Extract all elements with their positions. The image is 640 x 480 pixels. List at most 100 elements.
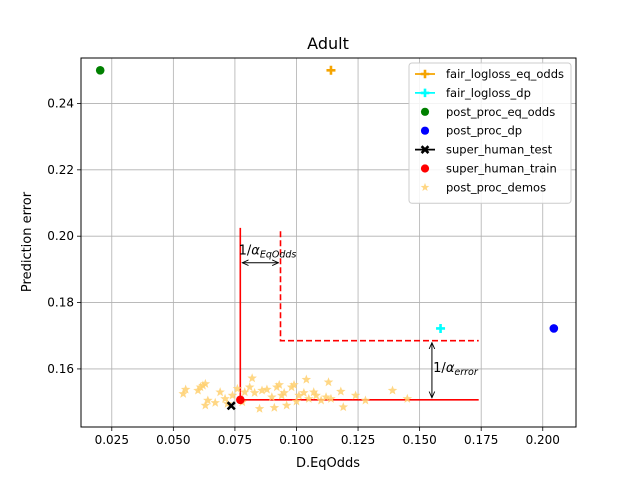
legend-box (408, 62, 572, 204)
legend-label: fair_logloss_eq_odds (446, 67, 564, 81)
data-point-post-proc-demos (178, 388, 188, 398)
chart-title: Adult (307, 34, 349, 53)
x-tick-label: 0.025 (95, 433, 129, 447)
data-point-post-proc-demos (210, 397, 220, 407)
legend-marker (420, 107, 430, 116)
data-point-fair-logloss-dp (436, 323, 446, 333)
legend-marker (420, 126, 430, 135)
data-point-post-proc-eq-odds (95, 65, 105, 75)
legend-item: super_human_train (420, 162, 557, 176)
legend-marker (420, 88, 430, 98)
legend-label: post_proc_dp (446, 124, 522, 138)
x-tick-label: 0.100 (279, 433, 313, 447)
data-point-post-proc-demos (387, 385, 398, 395)
data-point-post-proc-demos (220, 393, 230, 403)
data-point-post-proc-demos (262, 384, 272, 394)
y-tick-label: 0.20 (47, 229, 74, 243)
plot-frame (80, 57, 577, 428)
alpha-error-label: 1/αerror (433, 361, 479, 378)
data-point-post-proc-demos (200, 378, 211, 388)
legend-item: post_proc_eq_odds (420, 105, 555, 119)
data-point-post-proc-demos (215, 387, 225, 397)
data-point-post-proc-demos (402, 393, 413, 403)
data-point-post-proc-demos (299, 387, 309, 397)
data-point-post-proc-demos (326, 393, 336, 403)
legend-item: fair_logloss_dp (415, 86, 531, 100)
data-point-post-proc-demos (286, 382, 297, 392)
data-points (95, 65, 559, 413)
data-point-post-proc-demos (203, 395, 213, 405)
legend-label: super_human_train (446, 162, 557, 176)
data-point-post-proc-demos (301, 374, 312, 384)
series-post-proc-eq-odds (95, 65, 105, 75)
x-tick-label: 0.200 (526, 433, 560, 447)
x-axis-ticks: 0.025 0.050 0.075 0.100 0.125 0.150 0.175 0.200 (95, 427, 560, 447)
annotations: 1/αEqOdds 1/αerror (239, 243, 479, 378)
data-point-post-proc-demos (249, 387, 260, 397)
data-point-post-proc-demos (240, 387, 250, 397)
x-axis-label: D.EqOdds (296, 456, 360, 471)
x-tick-label: 0.050 (156, 433, 190, 447)
data-point-post-proc-demos (338, 402, 349, 412)
data-point-post-proc-demos (279, 387, 289, 397)
alpha-eqodds-label: 1/αEqOdds (239, 243, 297, 260)
data-point-fair-logloss-eq-odds (326, 65, 336, 75)
data-point-post-proc-demos (321, 392, 331, 402)
legend-item: fair_logloss_eq_odds (415, 67, 564, 81)
data-point-post-proc-demos (227, 390, 238, 400)
legend-label: fair_logloss_dp (446, 86, 531, 100)
legend-item: super_human_test (415, 143, 553, 157)
legend-item: post_proc_dp (420, 124, 522, 138)
y-tick-label: 0.16 (47, 362, 74, 376)
x-tick-label: 0.150 (402, 433, 436, 447)
data-point-post-proc-demos (257, 385, 267, 395)
data-point-post-proc-demos (276, 390, 287, 400)
data-point-post-proc-demos (200, 400, 211, 410)
legend-marker (420, 69, 430, 79)
data-point-post-proc-dp (549, 324, 559, 333)
data-point-super-human-test (226, 401, 236, 411)
series-super-human-test (226, 401, 236, 411)
legend-marker (420, 164, 430, 173)
data-point-post-proc-demos (360, 395, 371, 405)
y-tick-label: 0.22 (47, 163, 74, 177)
data-point-post-proc-demos (244, 382, 255, 392)
series-fair-logloss-dp (436, 323, 446, 333)
data-point-post-proc-demos (198, 380, 208, 390)
data-point-post-proc-demos (272, 382, 282, 392)
series-post-proc-dp (549, 324, 559, 333)
legend-label: super_human_test (446, 143, 553, 157)
data-point-post-proc-demos (254, 403, 265, 413)
data-point-post-proc-demos (304, 393, 314, 403)
y-tick-label: 0.18 (47, 296, 74, 310)
y-axis-ticks: 0.16 0.18 0.20 0.22 0.24 (47, 96, 81, 376)
y-axis-label: Prediction error (20, 191, 35, 292)
x-tick-label: 0.125 (341, 433, 375, 447)
data-point-post-proc-demos (316, 395, 326, 405)
data-point-post-proc-demos (281, 400, 292, 410)
data-point-post-proc-demos (289, 379, 299, 389)
data-point-post-proc-demos (291, 396, 302, 406)
data-point-post-proc-demos (308, 387, 319, 397)
data-point-post-proc-demos (180, 384, 191, 394)
legend: fair_logloss_eq_odds fair_logloss_dp post_… (408, 62, 572, 204)
data-point-post-proc-demos (311, 390, 321, 400)
data-point-post-proc-demos (195, 382, 206, 392)
y-tick-label: 0.24 (47, 96, 74, 110)
data-point-post-proc-demos (274, 379, 284, 389)
data-point-post-proc-demos (267, 392, 277, 402)
data-point-post-proc-demos (336, 386, 346, 396)
series-super-human-train (236, 395, 245, 405)
x-tick-label: 0.075 (218, 433, 252, 447)
data-point-post-proc-demos (232, 383, 243, 393)
series-fair-logloss-eq-odds (326, 65, 336, 75)
legend-marker (420, 182, 430, 192)
data-point-super-human-train (236, 395, 245, 405)
data-point-post-proc-demos (247, 373, 257, 383)
legend-item: post_proc_demos (420, 180, 546, 194)
dashed-bound-line (279, 231, 479, 342)
legend-label: post_proc_eq_odds (446, 105, 555, 119)
legend-marker (420, 145, 430, 154)
x-tick-label: 0.175 (464, 433, 498, 447)
